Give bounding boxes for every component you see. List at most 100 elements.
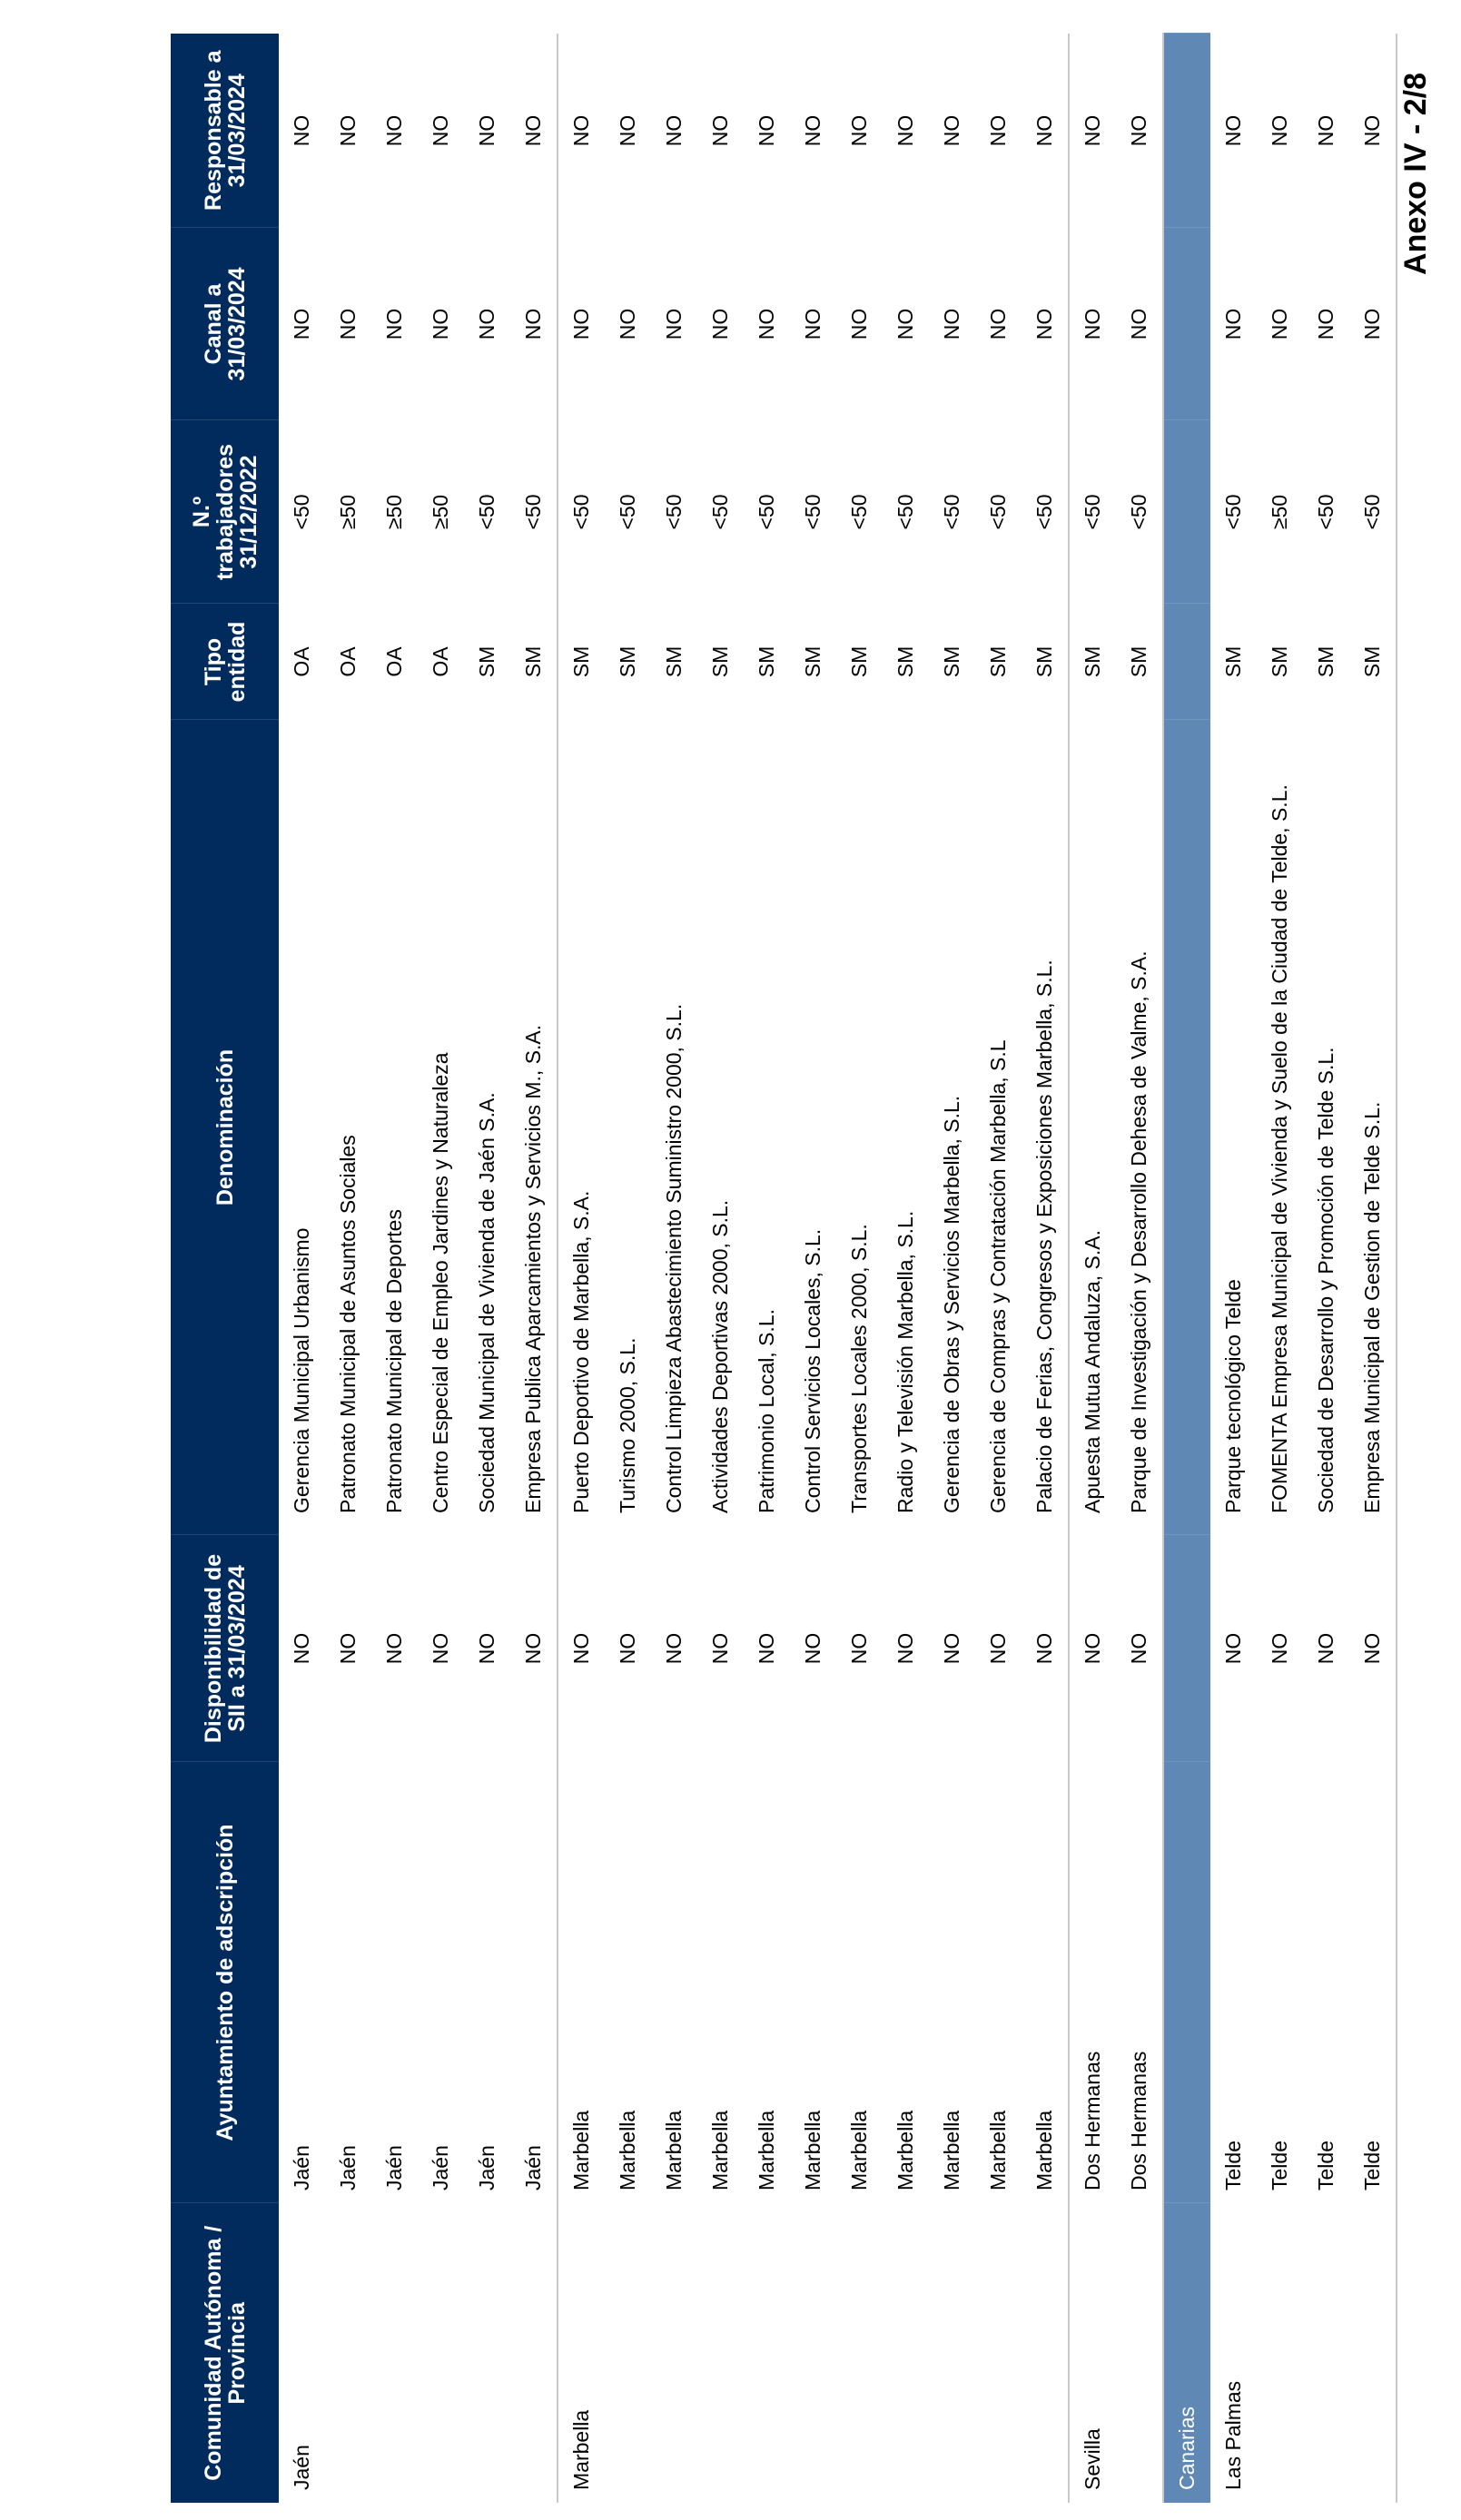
cell-ayuntamiento: Jaén (336, 2145, 360, 2190)
table-row: Telde NO FOMENTA Empresa Municipal de Vivi… (1257, 34, 1303, 2503)
cell-responsable: NO (1221, 114, 1245, 147)
cell-ayuntamiento: Marbella (616, 2110, 639, 2190)
cell-disponibilidad-sii: NO (290, 1632, 313, 1665)
table-row: Marbella NO Turismo 2000, S.L. SM <50 NO NO (605, 34, 651, 2503)
cell-trabajadores: <50 (1314, 494, 1338, 530)
cell-trabajadores: <50 (708, 494, 732, 530)
cell-denominacion: Palacio de Ferias, Congresos y Exposicio… (1032, 960, 1056, 1513)
cell-disponibilidad-sii: NO (1127, 1632, 1150, 1665)
cell-denominacion: Gerencia de Obras y Servicios Marbella, … (940, 1095, 963, 1513)
cell-responsable: NO (986, 114, 1010, 147)
cell-canal: NO (558, 228, 605, 420)
region-band-row: Canarias (1163, 34, 1210, 2503)
cell-responsable: NO (1268, 114, 1291, 147)
cell-comunidad (1116, 2203, 1163, 2503)
cell-disponibilidad-sii: NO (940, 1632, 963, 1665)
cell-comunidad (605, 2203, 651, 2503)
cell-trabajadores: <50 (521, 494, 545, 530)
cell-disponibilidad-sii: NO (1268, 1632, 1291, 1665)
cell-disponibilidad-sii: NO (1069, 1535, 1116, 1762)
cell-disponibilidad-sii: NO (986, 1632, 1010, 1665)
header-tipo-entidad: Tipo entidad (171, 604, 279, 720)
cell-responsable: NO (847, 114, 871, 147)
cell-comunidad (836, 2203, 883, 2503)
cell-canal: NO (1069, 228, 1116, 420)
cell-responsable: NO (940, 114, 963, 147)
cell-responsable: NO (521, 114, 545, 147)
cell-disponibilidad-sii: NO (847, 1632, 871, 1665)
cell-responsable: NO (475, 114, 499, 147)
cell-comunidad (697, 2203, 744, 2503)
cell-disponibilidad-sii: NO (893, 1632, 917, 1665)
cell-trabajadores: ≥50 (336, 494, 360, 530)
cell-ayuntamiento: Dos Hermanas (1127, 2051, 1150, 2190)
cell-denominacion: Gerencia de Compras y Contratación Marbe… (986, 1039, 1010, 1513)
cell-ayuntamiento: Jaén (475, 2145, 499, 2190)
cell-comunidad (371, 2203, 418, 2503)
cell-canal: NO (616, 308, 639, 340)
cell-denominacion: Control Limpieza Abastecimiento Suminist… (662, 1003, 686, 1513)
cell-disponibilidad-sii: NO (475, 1632, 499, 1665)
cell-tipo-entidad: SM (755, 645, 778, 678)
cell-denominacion: Empresa Publica Aparcamientos y Servicio… (521, 1024, 545, 1513)
cell-denominacion: Radio y Televisión Marbella, S.L. (893, 1210, 917, 1513)
table-row: Marbella NO Transportes Locales 2000, S.L.… (836, 34, 883, 2503)
cell-responsable: NO (893, 114, 917, 147)
cell-ayuntamiento: Jaén (382, 2145, 406, 2190)
cell-denominacion: Actividades Deportivas 2000, S.L. (708, 1199, 732, 1513)
band-cell (1163, 1762, 1210, 2203)
cell-canal: NO (382, 308, 406, 340)
cell-tipo-entidad: SM (986, 645, 1010, 678)
cell-tipo-entidad: SM (1268, 645, 1291, 678)
cell-responsable: NO (429, 114, 452, 147)
cell-tipo-entidad: SM (1127, 645, 1150, 678)
cell-canal: NO (475, 308, 499, 340)
cell-canal: NO (801, 308, 824, 340)
region-label: Canarias (1163, 2203, 1210, 2503)
cell-tipo-entidad: SM (558, 604, 605, 720)
header-denominacion: Denominación (171, 720, 279, 1535)
cell-canal: NO (1032, 308, 1056, 340)
cell-tipo-entidad: SM (1069, 604, 1116, 720)
cell-tipo-entidad: SM (893, 645, 917, 678)
cell-comunidad (744, 2203, 790, 2503)
cell-denominacion: Turismo 2000, S.L. (616, 1337, 639, 1513)
cell-ayuntamiento: Marbella (1032, 2110, 1056, 2190)
band-cell (1163, 720, 1210, 1535)
cell-trabajadores: <50 (1127, 494, 1150, 530)
cell-denominacion: Apuesta Mutua Andaluza, S.A. (1069, 720, 1116, 1535)
cell-tipo-entidad: SM (1221, 645, 1245, 678)
cell-canal: NO (847, 308, 871, 340)
cell-canal: NO (1349, 228, 1397, 420)
cell-canal: NO (708, 308, 732, 340)
cell-responsable: NO (1349, 34, 1397, 228)
cell-trabajadores: <50 (1221, 494, 1245, 530)
table-row: Marbella NO Control Servicios Locales, S.L… (790, 34, 836, 2503)
cell-trabajadores: <50 (755, 494, 778, 530)
cell-responsable: NO (1069, 34, 1116, 228)
cell-comunidad (883, 2203, 929, 2503)
cell-tipo-entidad: SM (1349, 604, 1397, 720)
cell-ayuntamiento: Telde (1268, 2141, 1291, 2190)
cell-disponibilidad-sii: NO (429, 1632, 452, 1665)
cell-trabajadores: <50 (616, 494, 639, 530)
cell-ayuntamiento: Jaén (290, 2145, 313, 2190)
table-row: Jaén NO Centro Especial de Empleo Jardines… (418, 34, 464, 2503)
page-title: Anexo IV - 2/8 (1398, 73, 1433, 275)
table-row: Marbella NO Control Limpieza Abastecimient… (651, 34, 697, 2503)
cell-disponibilidad-sii: NO (1221, 1632, 1245, 1665)
cell-disponibilidad-sii: NO (662, 1632, 686, 1665)
cell-trabajadores: <50 (801, 494, 824, 530)
table-row: Marbella NO Palacio de Ferias, Congresos y… (1022, 34, 1069, 2503)
cell-trabajadores: ≥50 (382, 494, 406, 530)
cell-canal: NO (429, 308, 452, 340)
cell-canal: NO (893, 308, 917, 340)
cell-canal: NO (1314, 308, 1338, 340)
cell-comunidad (929, 2203, 975, 2503)
cell-trabajadores: <50 (940, 494, 963, 530)
table-row: Marbella NO Gerencia de Obras y Servicios … (929, 34, 975, 2503)
cell-tipo-entidad: SM (940, 645, 963, 678)
band-cell (1163, 420, 1210, 604)
table-row: Jaén NO Sociedad Municipal de Vivienda de … (464, 34, 510, 2503)
cell-trabajadores: <50 (1349, 420, 1397, 604)
